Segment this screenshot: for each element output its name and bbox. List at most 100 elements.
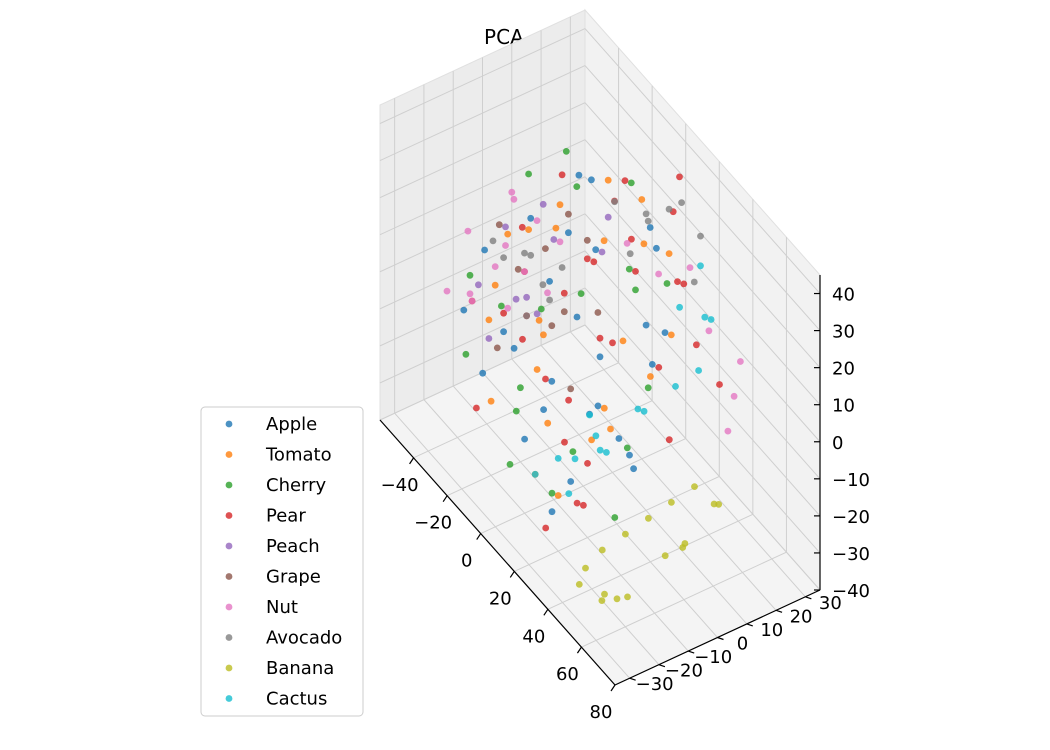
z-tick-label: 40: [832, 285, 855, 306]
data-point-tomato: [504, 230, 512, 238]
data-point-apple: [661, 329, 669, 336]
data-point-pear: [561, 438, 568, 446]
data-point-apple: [653, 244, 660, 252]
data-point-apple: [527, 214, 535, 222]
y-tick-label: −20: [665, 661, 703, 682]
data-point-cactus: [586, 411, 593, 419]
data-point-apple: [548, 508, 556, 516]
data-point-nut: [466, 290, 474, 298]
data-point-tomato: [485, 316, 493, 324]
data-point-tomato: [604, 176, 612, 184]
data-point-nut: [686, 264, 694, 271]
legend-marker-apple: [225, 420, 233, 428]
y-tick-label: −30: [636, 674, 674, 695]
data-point-pear: [676, 173, 683, 181]
legend-marker-pear: [225, 512, 233, 519]
data-point-banana: [681, 540, 689, 547]
data-point-apple: [521, 435, 528, 443]
x-tick-mark: [576, 646, 582, 654]
data-point-cherry: [506, 461, 514, 468]
data-point-grape: [493, 344, 501, 352]
data-point-tomato: [535, 317, 543, 324]
data-point-pear: [542, 375, 549, 383]
data-point-pear: [519, 335, 526, 343]
y-gridline-floor: [482, 372, 718, 638]
y-gridline-floor: [511, 358, 748, 625]
z-gridline-back: [584, 28, 821, 294]
y-gridline-floor: [423, 399, 660, 665]
data-point-apple: [588, 176, 595, 184]
data-point-pear: [500, 309, 507, 317]
x-tick-label: −40: [381, 475, 419, 496]
z-gridline-left: [379, 176, 586, 273]
data-point-apple: [594, 402, 602, 410]
data-point-pear: [632, 268, 639, 275]
z-gridline-left: [379, 287, 586, 384]
data-point-cactus: [701, 313, 709, 321]
data-point-cactus: [592, 432, 600, 440]
data-point-tomato: [600, 237, 608, 245]
data-point-avocado: [500, 254, 507, 261]
x-tick-mark: [476, 533, 482, 540]
data-point-avocado: [697, 232, 704, 240]
data-point-peach: [550, 236, 558, 243]
data-point-cactus: [640, 407, 648, 415]
data-point-tomato: [552, 224, 560, 232]
data-point-cactus: [695, 367, 702, 374]
data-point-cherry: [512, 407, 520, 415]
data-point-avocado: [642, 210, 650, 218]
data-point-apple: [575, 171, 583, 179]
y-tick-label: 0: [737, 634, 748, 655]
legend-marker-tomato: [225, 451, 233, 458]
data-point-avocado: [690, 278, 698, 286]
x-tick-label: 0: [461, 551, 472, 572]
y-tick-label: 20: [790, 606, 813, 627]
z-gridline-left: [379, 139, 586, 236]
x-tick-mark: [509, 571, 515, 578]
x-axis-line: [379, 419, 616, 686]
data-point-cherry: [627, 179, 635, 187]
z-tick-label: 20: [832, 359, 855, 380]
data-point-nut: [623, 240, 631, 247]
data-point-pear: [583, 255, 591, 263]
data-point-cactus: [707, 316, 715, 323]
data-point-cherry: [577, 290, 585, 297]
data-point-banana: [598, 597, 606, 604]
data-point-nut: [504, 304, 512, 312]
data-point-cherry: [498, 302, 505, 310]
data-point-nut: [508, 188, 516, 196]
x-tick-label: 60: [556, 664, 579, 685]
z-tick-label: −30: [832, 544, 870, 565]
legend-label-avocado: Avocado: [266, 628, 342, 649]
data-point-pear: [558, 171, 566, 179]
data-point-pear: [542, 524, 550, 532]
data-point-cherry: [525, 170, 532, 178]
legend-box: [200, 406, 364, 717]
data-point-avocado: [665, 205, 673, 213]
data-point-cactus: [596, 446, 604, 454]
data-point-peach: [502, 223, 509, 231]
x-tick-label: 40: [522, 626, 545, 647]
data-point-nut: [443, 287, 451, 295]
z-gridline-back: [584, 250, 821, 517]
data-point-tomato: [640, 240, 648, 248]
data-point-grape: [567, 385, 575, 393]
data-point-cactus: [565, 490, 573, 497]
data-point-pear: [680, 280, 688, 288]
data-point-pear: [580, 501, 587, 509]
data-point-apple: [646, 224, 654, 231]
data-point-apple: [510, 344, 518, 352]
data-point-apple: [546, 278, 553, 285]
data-point-banana: [661, 552, 669, 560]
data-point-apple: [596, 353, 604, 361]
data-point-pear: [590, 258, 598, 266]
data-point-cactus: [697, 262, 704, 270]
data-point-apple: [573, 313, 581, 321]
data-point-nut: [724, 427, 732, 435]
data-point-tomato: [665, 250, 673, 257]
y-gridline-floor: [569, 331, 806, 598]
y-tick-label: 10: [760, 620, 783, 641]
data-point-apple: [630, 465, 637, 473]
data-point-peach: [533, 310, 541, 318]
data-point-tomato: [600, 404, 608, 412]
